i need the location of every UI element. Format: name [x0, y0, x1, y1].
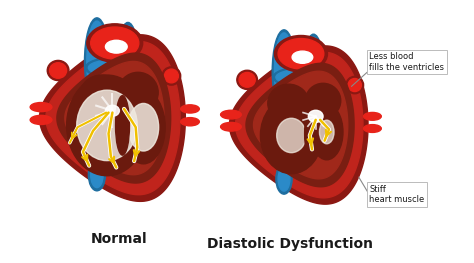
Polygon shape: [229, 46, 368, 204]
Ellipse shape: [237, 70, 257, 89]
Ellipse shape: [292, 51, 313, 63]
Ellipse shape: [305, 109, 317, 159]
Ellipse shape: [364, 112, 381, 120]
Ellipse shape: [364, 125, 381, 133]
Ellipse shape: [84, 18, 109, 105]
Ellipse shape: [47, 60, 69, 80]
Ellipse shape: [164, 69, 178, 83]
Ellipse shape: [310, 104, 343, 160]
Text: Stiff
heart muscle: Stiff heart muscle: [369, 185, 425, 204]
Ellipse shape: [181, 118, 200, 126]
Polygon shape: [236, 52, 363, 198]
Ellipse shape: [117, 22, 139, 100]
Ellipse shape: [88, 60, 137, 75]
Ellipse shape: [260, 97, 322, 174]
Ellipse shape: [30, 103, 52, 112]
Ellipse shape: [87, 21, 107, 102]
Ellipse shape: [220, 122, 241, 131]
Ellipse shape: [85, 58, 139, 78]
Ellipse shape: [239, 72, 255, 87]
Ellipse shape: [116, 96, 129, 155]
Ellipse shape: [91, 162, 103, 188]
Polygon shape: [57, 53, 171, 183]
Ellipse shape: [105, 105, 119, 116]
Polygon shape: [246, 63, 354, 187]
Polygon shape: [39, 35, 185, 201]
Ellipse shape: [278, 39, 324, 69]
Ellipse shape: [305, 83, 341, 118]
Ellipse shape: [346, 76, 364, 94]
Polygon shape: [254, 71, 348, 179]
Ellipse shape: [30, 115, 52, 124]
Ellipse shape: [274, 33, 293, 109]
Ellipse shape: [67, 75, 147, 176]
Ellipse shape: [278, 167, 290, 191]
Ellipse shape: [277, 118, 306, 153]
Ellipse shape: [91, 27, 139, 59]
Ellipse shape: [348, 79, 361, 92]
Ellipse shape: [80, 75, 123, 115]
Ellipse shape: [181, 105, 200, 113]
Text: Less blood
fills the ventricles: Less blood fills the ventricles: [369, 52, 444, 72]
Ellipse shape: [276, 164, 292, 194]
Ellipse shape: [88, 159, 105, 191]
Ellipse shape: [162, 67, 181, 85]
Ellipse shape: [105, 40, 127, 53]
Ellipse shape: [128, 103, 159, 151]
Ellipse shape: [119, 26, 137, 97]
Ellipse shape: [273, 68, 325, 87]
Ellipse shape: [220, 110, 241, 119]
Ellipse shape: [276, 70, 321, 85]
Ellipse shape: [274, 36, 328, 72]
Polygon shape: [46, 42, 180, 195]
Ellipse shape: [122, 91, 165, 164]
Ellipse shape: [87, 24, 143, 62]
Ellipse shape: [305, 37, 321, 105]
Ellipse shape: [77, 90, 137, 161]
Ellipse shape: [118, 72, 158, 113]
Text: Diastolic Dysfunction: Diastolic Dysfunction: [207, 237, 373, 251]
Ellipse shape: [303, 34, 324, 108]
Ellipse shape: [319, 120, 334, 144]
Ellipse shape: [50, 63, 67, 78]
Ellipse shape: [268, 84, 309, 122]
Polygon shape: [65, 62, 164, 175]
Ellipse shape: [308, 110, 323, 122]
Text: Normal: Normal: [91, 232, 147, 246]
Ellipse shape: [272, 30, 296, 112]
